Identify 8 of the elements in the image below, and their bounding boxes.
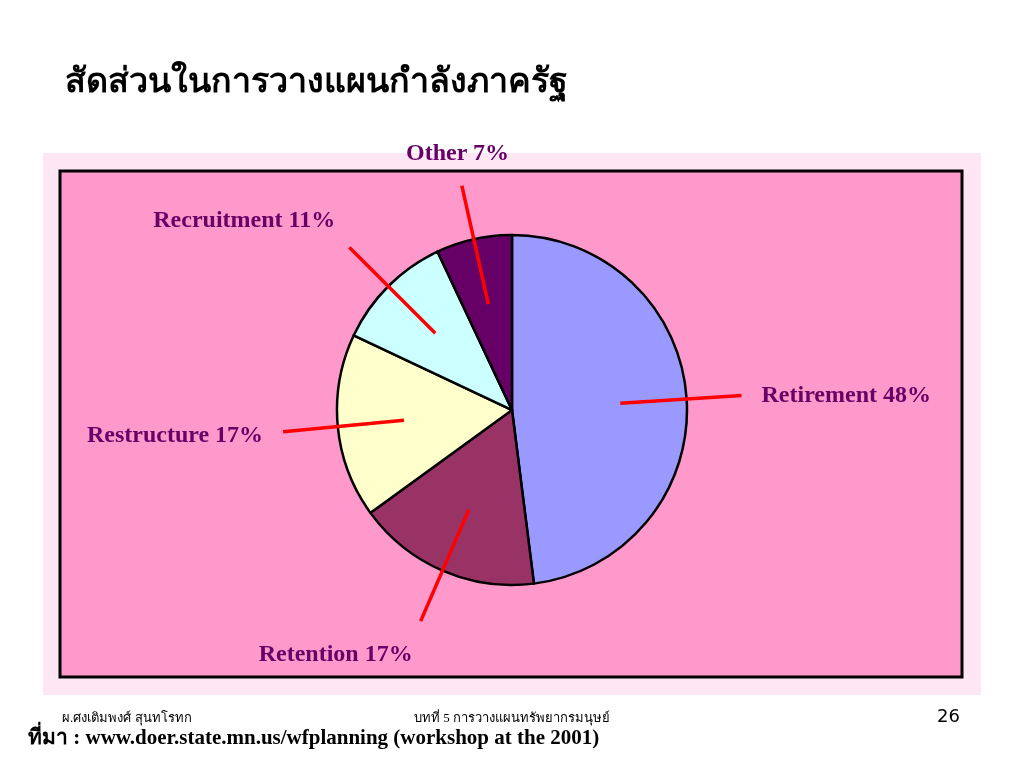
slice-label: Restructure 17%: [86, 420, 264, 447]
chart-title: สัดส่วนในการวางแผนกำลังภาครัฐ: [65, 60, 568, 103]
text: บทที่ 5 การวางแผนทรัพยากรมนุษย์: [414, 709, 610, 726]
slice-label: Other 7%: [406, 139, 509, 166]
slice-label: Retention 17%: [258, 640, 413, 667]
slice-label: Recruitment 11%: [153, 206, 336, 233]
text: 26: [937, 705, 960, 726]
slice-label: Retirement 48%: [761, 381, 932, 408]
